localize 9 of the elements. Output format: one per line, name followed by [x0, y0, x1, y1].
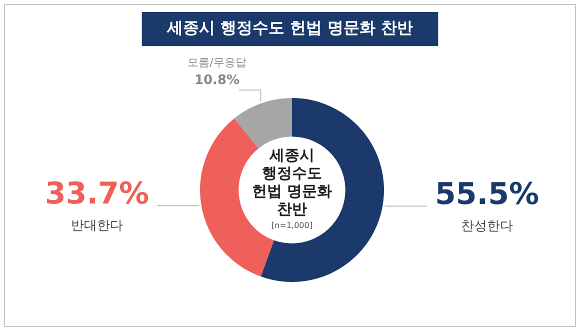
data-label: 33.7% — [44, 176, 150, 212]
slice-label: 반대한다 — [71, 218, 123, 234]
data-label: 10.8% — [194, 73, 240, 88]
text: 세종시 행정수도 헌법 명문화 찬반 — [252, 146, 332, 218]
chart-title: 세종시 행정수도 헌법 명문화 찬반 — [166, 18, 414, 38]
text: [n=1,000] — [272, 221, 312, 230]
slice-label: 찬성한다 — [461, 219, 513, 234]
data-label: 55.5% — [434, 177, 540, 212]
slice-label: 모름/무응답 — [188, 56, 246, 69]
